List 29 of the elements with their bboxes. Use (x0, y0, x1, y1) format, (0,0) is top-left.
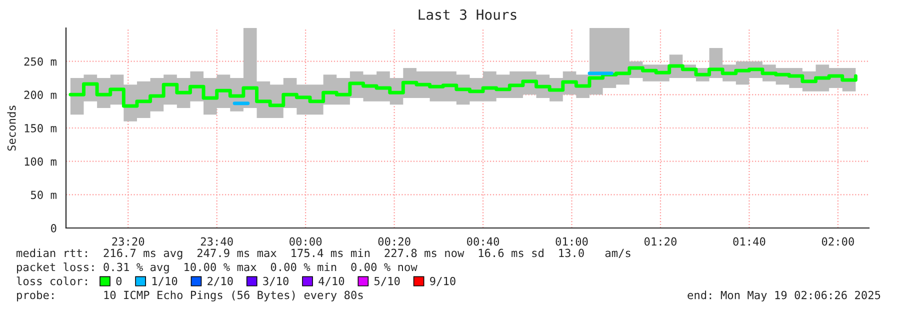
legend-label: 2/10 (208, 276, 233, 286)
x-tick-label: 02:00 (822, 237, 854, 246)
y-tick-label: 150 m (24, 124, 56, 132)
x-tick-label: 00:00 (290, 237, 322, 246)
x-tick-label: 01:20 (644, 237, 676, 246)
x-tick-label: 23:20 (112, 237, 144, 246)
x-tick-label: 00:40 (467, 237, 500, 246)
text: loss color: (16, 276, 87, 286)
legend-label: 1/10 (152, 276, 178, 286)
y-tick-label: 250 m (24, 57, 56, 66)
legend-label: 3/10 (263, 276, 288, 286)
y-tick-label: 0 (51, 224, 56, 232)
x-tick-label: 01:40 (733, 237, 766, 246)
y-tick-label: 200 m (24, 90, 56, 100)
chart-title: Last 3 Hours (418, 9, 516, 20)
text: packet loss: 0.31 % avg 10.00 % max 0.00 % min 0.00 % now (17, 262, 418, 274)
text: probe: 10 ICMP Echo Pings (56 Bytes) every 80s (17, 290, 363, 302)
text: median rtt: 216.7 ms avg 247.9 ms max 175.4 ms min 227.8 ms now 16.6 ms sd 13.0 am/s (16, 248, 630, 260)
legend-label: 0 (116, 276, 122, 286)
legend-label: 9/10 (430, 276, 456, 286)
x-tick-label: 01:00 (556, 237, 588, 246)
legend-label: 5/10 (374, 276, 400, 286)
x-tick-label: 23:40 (200, 237, 233, 246)
x-tick-label: 00:20 (378, 237, 410, 246)
legend-label: 4/10 (318, 276, 344, 286)
y-tick-label: 50 m (30, 190, 56, 200)
y-tick-label: 100 m (24, 157, 56, 166)
y-axis-title: Seconds (7, 106, 16, 151)
text: end: Mon May 19 02:06:26 2025 (688, 290, 880, 302)
